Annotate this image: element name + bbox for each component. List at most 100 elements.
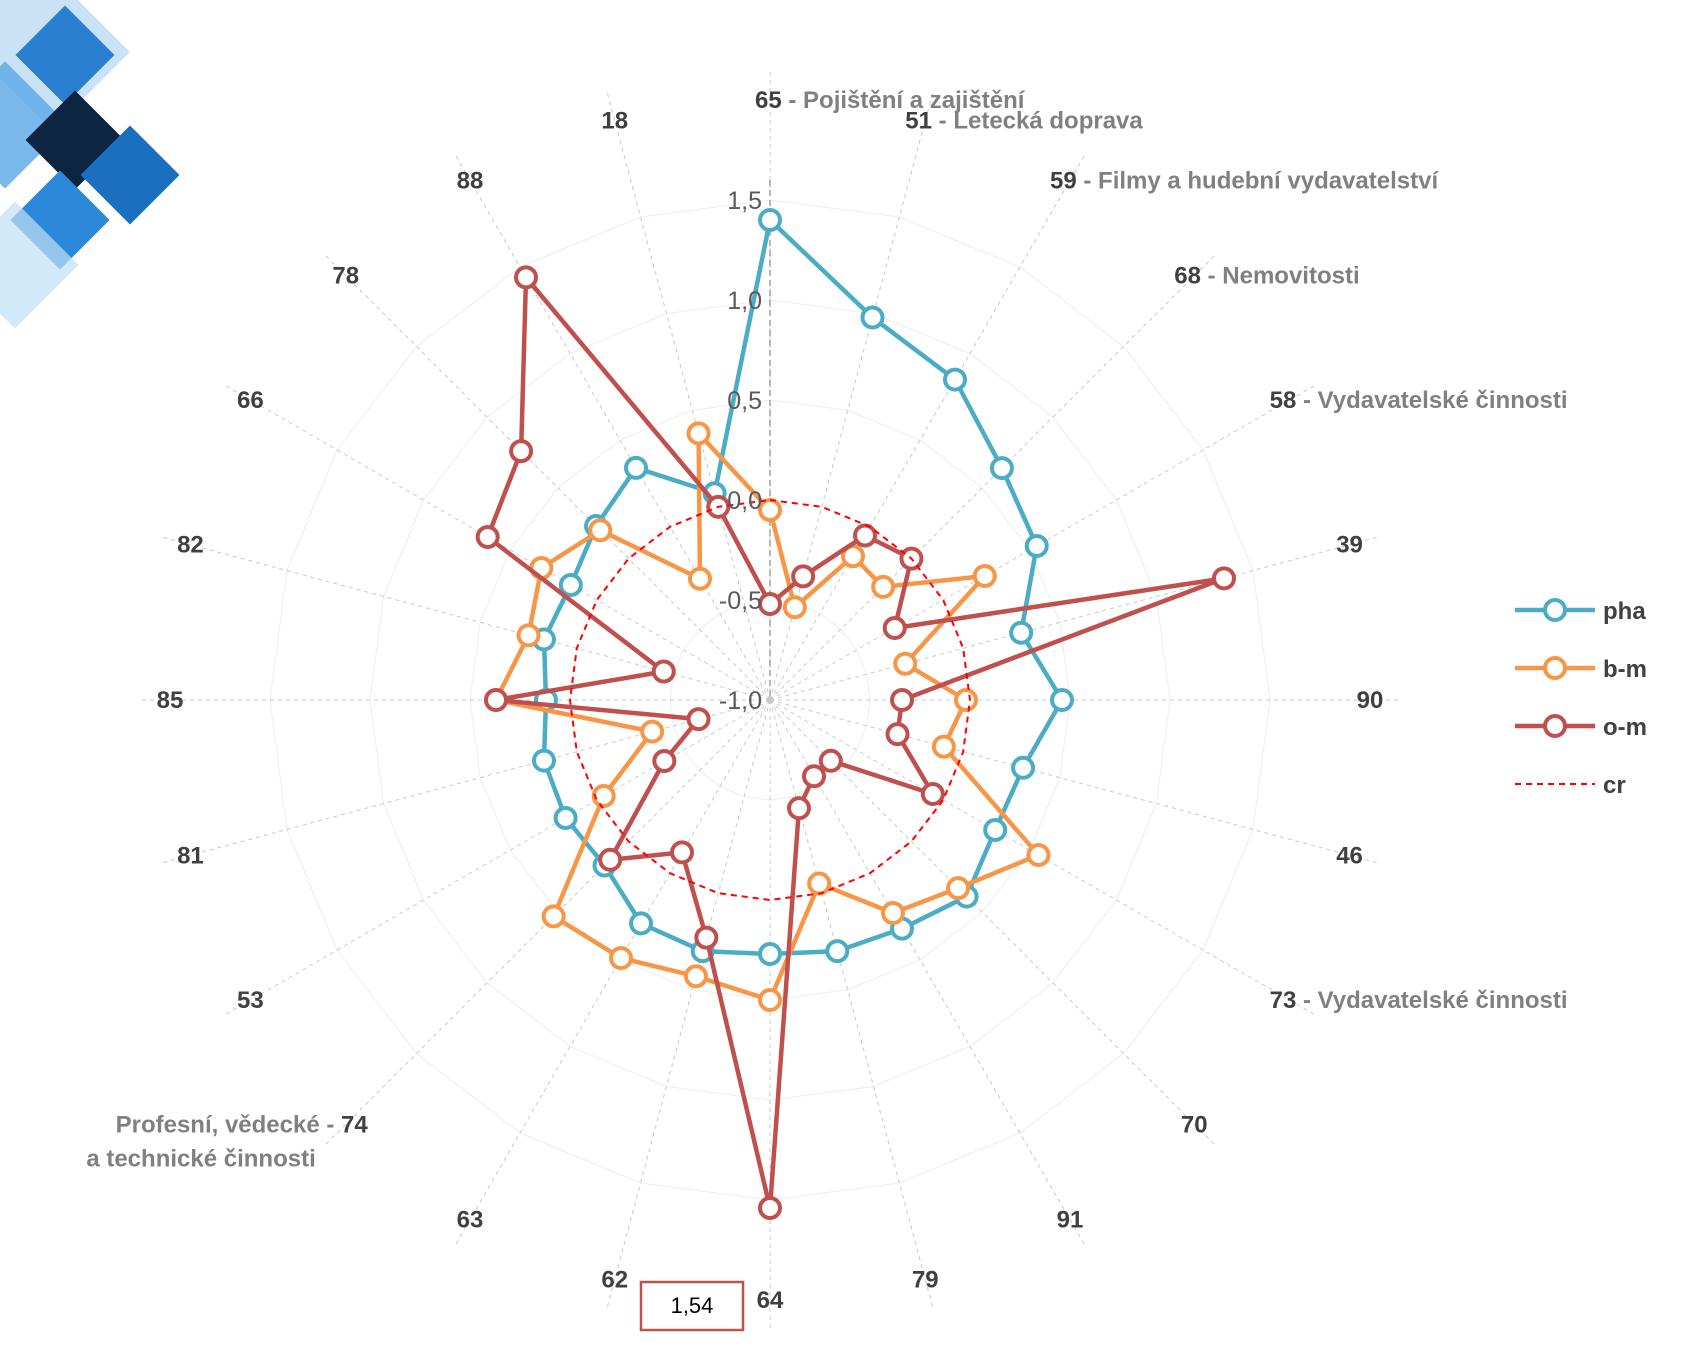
point-o-m-63 (670, 840, 694, 865)
point-pha-51 (860, 305, 885, 330)
point-pha-81 (531, 748, 556, 773)
category-code-53: 53 (237, 987, 264, 1014)
point-b-m-68 (871, 574, 896, 599)
category-code-79: 79 (912, 1267, 939, 1294)
point-b-m-59 (841, 544, 865, 569)
category-label-88: 88 (457, 167, 484, 194)
point-pha-59 (943, 367, 967, 392)
point-o-m-65 (758, 592, 782, 616)
category-label-59: 59 - Filmy a hudební vydavatelství (1050, 167, 1439, 194)
legend-item-pha: pha (1515, 598, 1646, 625)
point-pha-90 (1050, 688, 1074, 712)
legend-marker (1543, 714, 1567, 738)
category-name-68: 68 - Nemovitosti (1174, 263, 1359, 290)
point-pha-39 (1009, 620, 1034, 645)
category-label-90: 90 (1357, 687, 1384, 714)
legend-label: pha (1603, 598, 1646, 625)
point-o-m-79 (786, 796, 811, 821)
category-label-91: 91 (1057, 1207, 1084, 1234)
grid-spoke (769, 254, 1216, 701)
point-o-m-46 (885, 722, 910, 747)
grid-spoke (769, 699, 1216, 1146)
tick-label: 0,5 (727, 387, 762, 415)
grid-spoke (769, 699, 1379, 864)
category-code-82: 82 (177, 532, 204, 559)
category-label-66: 66 (237, 387, 264, 414)
category-code-78: 78 (332, 263, 359, 290)
point-o-m-85 (484, 688, 508, 712)
point-b-m-81 (640, 719, 665, 744)
grid-spoke (454, 154, 771, 701)
legend-label: b-m (1603, 656, 1647, 683)
category-label-53: 53 (237, 987, 264, 1014)
category-code-70: 70 (1181, 1111, 1208, 1138)
series-b-m (484, 421, 1051, 1012)
category-label-63: 63 (457, 1207, 484, 1234)
value-callout: 1,54 (639, 1280, 745, 1332)
legend-label: o-m (1603, 714, 1647, 741)
legend-item-o-m: o-m (1515, 714, 1647, 741)
grid-spoke (161, 699, 771, 864)
tick-label: 1,5 (727, 187, 762, 215)
grid-spoke (454, 699, 771, 1246)
category-code-62: 62 (601, 1267, 628, 1294)
category-label-79: 79 (912, 1267, 939, 1294)
grid-spoke (161, 536, 771, 701)
category-name-74: Profesní, vědecké - 74 (116, 1111, 369, 1138)
category-label-51: 51 - Letecká doprava (905, 107, 1143, 134)
series-layer (475, 208, 1236, 1220)
legend-item-b-m: b-m (1515, 656, 1647, 683)
series-line-o-m (485, 275, 1227, 1211)
point-pha-53 (553, 806, 578, 830)
point-o-m-74 (598, 847, 623, 872)
category-label-81: 81 (177, 842, 204, 869)
point-b-m-58 (972, 564, 997, 588)
point-b-m-91 (881, 901, 905, 926)
point-b-m-51 (782, 595, 807, 620)
point-b-m-74 (541, 904, 566, 929)
legend-item-cr: cr (1515, 772, 1626, 799)
point-o-m-70 (818, 748, 843, 773)
legend-label: cr (1603, 772, 1626, 799)
grid-spoke (769, 699, 934, 1309)
category-code-63: 63 (457, 1207, 484, 1234)
grid-spoke (224, 699, 771, 1016)
point-pha-66 (558, 573, 583, 597)
point-o-m-78 (509, 439, 534, 464)
category-code-46: 46 (1336, 842, 1363, 869)
point-b-m-63 (609, 946, 633, 971)
point-b-m-88 (688, 566, 712, 591)
point-o-m-90 (890, 688, 914, 712)
category-code-81: 81 (177, 842, 204, 869)
point-b-m-82 (516, 623, 541, 648)
point-pha-65 (758, 208, 782, 232)
tick-label: -1,0 (719, 687, 762, 715)
point-pha-88 (624, 455, 648, 480)
category-label-85: 85 (157, 687, 184, 714)
category-code-64: 64 (757, 1287, 784, 1314)
point-pha-63 (629, 911, 653, 936)
category-label-70: 70 (1181, 1111, 1208, 1138)
point-o-m-82 (651, 659, 676, 684)
category-name-74-line2: a technické činnosti (86, 1145, 315, 1172)
point-pha-64 (758, 942, 782, 966)
grid-spoke (769, 536, 1379, 701)
point-b-m-39 (893, 651, 918, 676)
point-b-m-78 (588, 518, 613, 543)
category-name-65: 65 - Pojištění a zajištění (755, 87, 1026, 114)
legend: pha b-m o-m cr (1515, 598, 1647, 799)
category-code-39: 39 (1336, 532, 1363, 559)
point-o-m-53 (652, 749, 677, 773)
category-code-88: 88 (457, 167, 484, 194)
category-label-68: 68 - Nemovitosti (1174, 263, 1359, 290)
category-label-82: 82 (177, 532, 204, 559)
grid-spoke (769, 154, 1086, 701)
point-b-m-79 (807, 871, 832, 896)
category-code-18: 18 (601, 107, 628, 134)
point-o-m-51 (791, 564, 816, 589)
point-o-m-91 (802, 764, 826, 789)
point-b-m-18 (686, 421, 711, 446)
point-o-m-58 (882, 616, 907, 640)
category-label-39: 39 (1336, 532, 1363, 559)
